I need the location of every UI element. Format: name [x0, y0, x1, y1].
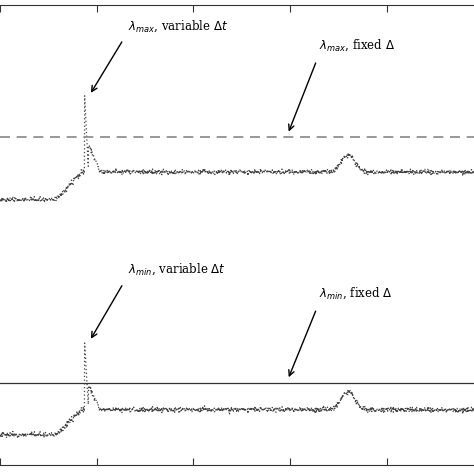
- Text: $\lambda_{min}$, variable $\Delta t$: $\lambda_{min}$, variable $\Delta t$: [128, 262, 226, 277]
- Text: $\lambda_{min}$, fixed $\Delta$: $\lambda_{min}$, fixed $\Delta$: [319, 286, 393, 301]
- Text: $\lambda_{max}$, variable $\Delta t$: $\lambda_{max}$, variable $\Delta t$: [128, 18, 228, 34]
- Text: $\lambda_{max}$, fixed $\Delta$: $\lambda_{max}$, fixed $\Delta$: [319, 38, 395, 54]
